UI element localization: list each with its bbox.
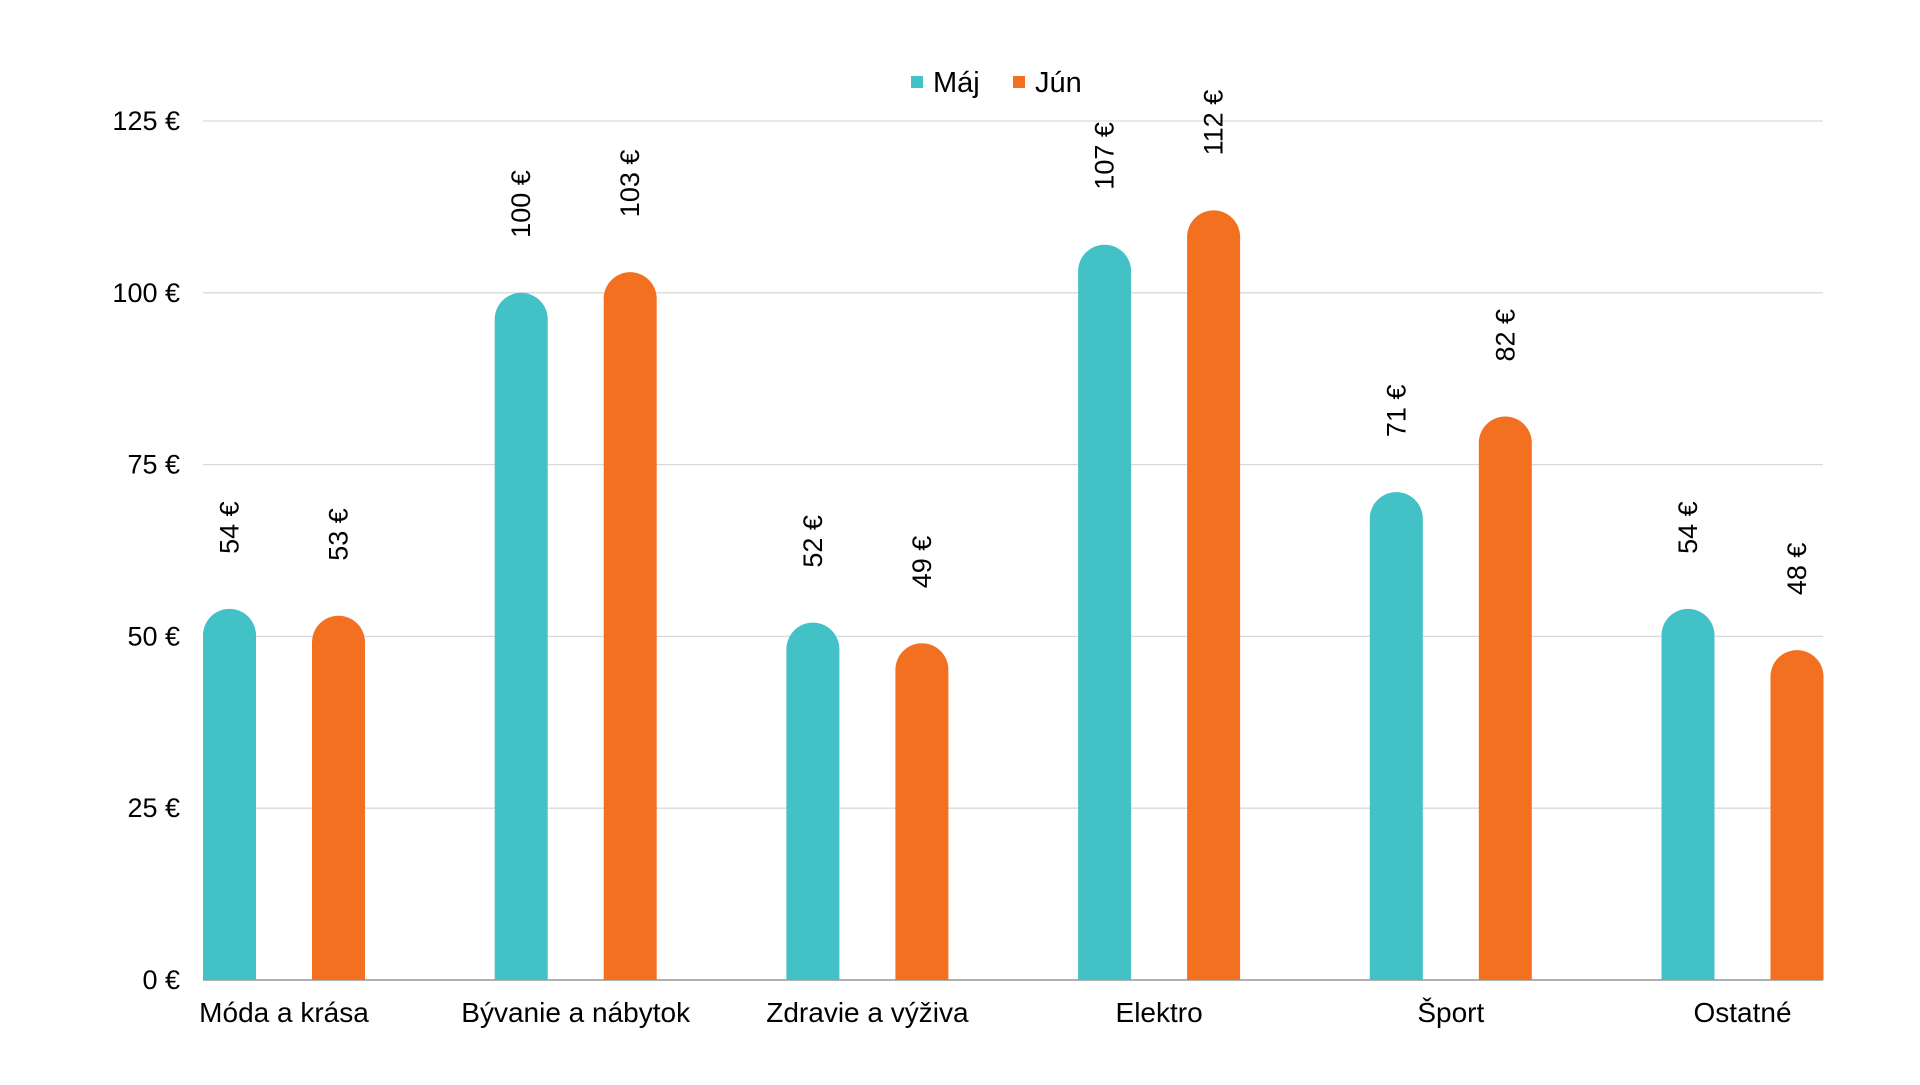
data-label: 48 € [1782, 543, 1812, 596]
y-tick-label: 25 € [127, 793, 180, 823]
y-axis-ticks: 0 € 25 € 50 € 75 € 100 € 125 € [112, 106, 180, 995]
x-axis-ticks: Móda a krása Bývanie a nábytok Zdravie a v… [199, 997, 1791, 1028]
bar-jún-1 [603, 272, 657, 981]
data-label: 54 € [215, 501, 245, 554]
data-label: 103 € [615, 150, 645, 218]
data-label: 100 € [506, 170, 536, 238]
y-tick-label: 0 € [142, 965, 180, 995]
x-tick-label: Móda a krása [199, 997, 369, 1028]
bar-máj-5 [1661, 608, 1715, 980]
bar-jún-4 [1478, 416, 1532, 980]
data-label: 54 € [1673, 501, 1703, 554]
bar-jún-0 [312, 615, 365, 980]
legend-label: Máj [933, 67, 980, 99]
y-tick-label: 100 € [112, 278, 180, 308]
bar-jún-3 [1187, 210, 1241, 980]
gridlines [203, 120, 1823, 981]
x-tick-label: Zdravie a výživa [766, 997, 969, 1028]
data-label: 49 € [907, 536, 937, 589]
data-label: 52 € [798, 515, 828, 568]
data-label: 107 € [1090, 122, 1120, 190]
data-label: 82 € [1490, 309, 1520, 362]
x-tick-label: Ostatné [1693, 997, 1791, 1028]
bar-máj-1 [494, 292, 548, 980]
x-tick-label: Šport [1417, 997, 1484, 1028]
bars [203, 210, 1824, 981]
y-tick-label: 125 € [112, 106, 180, 136]
legend-label: Jún [1035, 67, 1082, 99]
x-tick-label: Elektro [1116, 997, 1203, 1028]
data-label: 112 € [1199, 90, 1229, 156]
x-tick-label: Bývanie a nábytok [461, 997, 691, 1028]
bar-máj-3 [1078, 244, 1132, 980]
legend-swatch-jún [1013, 76, 1025, 88]
bar-jún-2 [895, 643, 949, 980]
y-tick-label: 75 € [127, 450, 180, 480]
data-label: 53 € [324, 508, 354, 561]
legend-swatch-máj [911, 76, 923, 88]
bar-jún-5 [1770, 650, 1824, 980]
legend: Máj Jún [911, 67, 1082, 99]
data-labels: 54 € 100 € 52 € 107 € 71 € 54 € 53 € 103 € 49 € 1… [215, 90, 1813, 595]
y-tick-label: 50 € [127, 621, 180, 651]
bar-máj-0 [203, 608, 256, 980]
data-label: 71 € [1381, 385, 1411, 438]
bar-máj-4 [1369, 492, 1423, 980]
bar-máj-2 [786, 622, 840, 980]
